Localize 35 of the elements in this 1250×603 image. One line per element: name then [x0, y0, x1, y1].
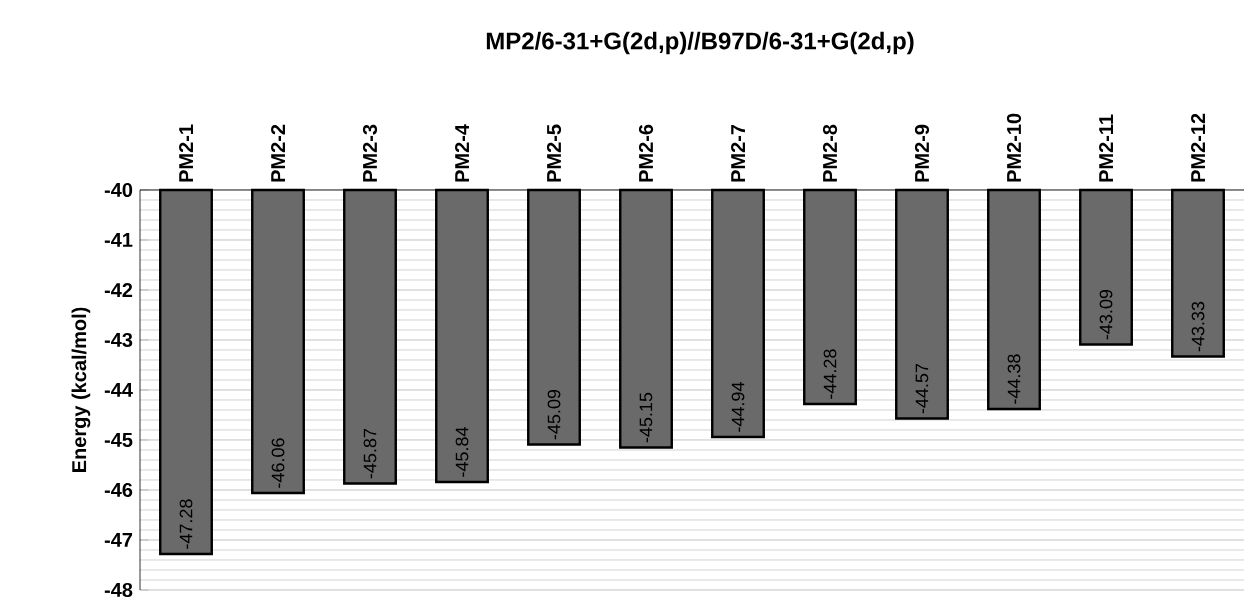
y-tick-label: -45: [104, 433, 133, 447]
x-tick-label: PM2-7: [731, 124, 745, 182]
data-label: -43.33: [1191, 301, 1205, 352]
chart-title: MP2/6-31+G(2d,p)//B97D/6-31+G(2d,p): [486, 31, 914, 55]
x-tick-label: PM2-3: [362, 124, 378, 182]
y-axis-title: Energy (kcal/mol): [71, 307, 91, 472]
x-tick-label: PM2-1: [179, 124, 193, 182]
y-tick-label: -43: [104, 332, 133, 348]
y-tick-label: -44: [104, 383, 133, 397]
y-tick-label: -42: [104, 283, 133, 297]
data-label: -44.57: [915, 363, 929, 414]
x-tick-label: PM2-5: [546, 124, 562, 182]
x-tick-label: PM2-12: [1191, 113, 1205, 182]
x-tick-label: PM2-2: [271, 124, 285, 182]
y-tick-label: -40: [104, 182, 133, 198]
y-tick-label: -41: [104, 233, 133, 247]
data-label: -46.06: [271, 438, 285, 488]
data-label: -45.09: [547, 389, 561, 440]
x-tick-label: PM2-9: [914, 124, 930, 182]
data-label: -47.28: [179, 499, 193, 549]
data-label: -44.38: [1007, 354, 1021, 404]
x-tick-label: PM2-4: [455, 124, 469, 182]
data-label: -44.28: [823, 349, 837, 399]
y-tick-label: -47: [104, 533, 133, 547]
y-tick-label: -46: [104, 482, 133, 498]
x-tick-label: PM2-8: [822, 124, 838, 182]
data-label: -44.94: [731, 382, 745, 432]
data-label: -45.87: [363, 428, 377, 479]
data-label: -43.09: [1099, 289, 1113, 340]
y-tick-label: -48: [104, 582, 133, 598]
x-tick-label: PM2-6: [638, 124, 654, 182]
data-label: -45.15: [639, 392, 653, 443]
x-tick-label: PM2-11: [1099, 114, 1113, 182]
data-label: -45.84: [455, 427, 469, 477]
x-tick-label: PM2-10: [1006, 113, 1022, 182]
